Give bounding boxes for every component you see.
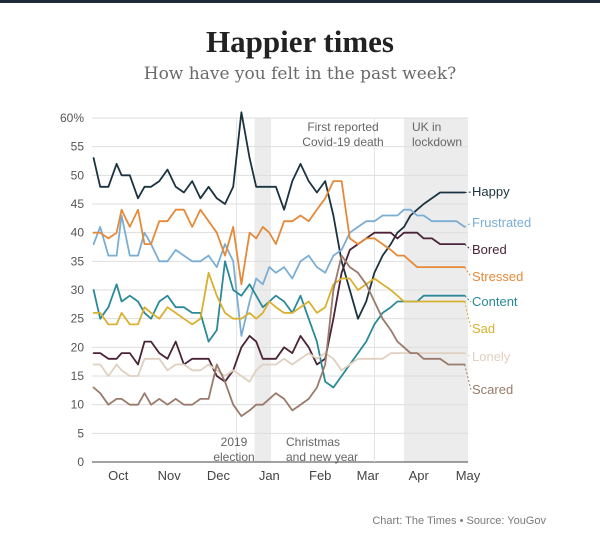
source-note: Chart: The Times • Source: YouGov bbox=[372, 515, 546, 527]
y-tick-label: 40 bbox=[71, 226, 85, 240]
legend-connector-stressed bbox=[464, 266, 472, 278]
series-line-happy bbox=[92, 111, 466, 320]
x-tick-label: Oct bbox=[108, 468, 129, 483]
legend-connector-lonely bbox=[464, 352, 472, 358]
annotation-labels: 2019 election Christmas and new year First r… bbox=[213, 120, 462, 464]
legend-label-stressed: Stressed bbox=[472, 269, 523, 284]
legend-label-bored: Bored bbox=[472, 242, 507, 257]
series-line-scared bbox=[92, 254, 466, 418]
y-tick-label: 45 bbox=[71, 197, 85, 211]
x-tick-label: Nov bbox=[158, 468, 182, 483]
x-tick-label: May bbox=[456, 468, 481, 483]
legend-connector-sad bbox=[464, 301, 472, 330]
top-rule bbox=[0, 0, 600, 3]
chart-title: Happier times bbox=[206, 24, 394, 59]
legend-label-scared: Scared bbox=[472, 382, 513, 397]
y-tick-label: 0 bbox=[77, 455, 84, 469]
x-tick-label: Feb bbox=[309, 468, 331, 483]
series-line-sad bbox=[92, 271, 466, 326]
y-tick-label: 15 bbox=[71, 369, 85, 383]
legend-connector-scared bbox=[464, 364, 472, 391]
x-tick-label: Apr bbox=[409, 468, 430, 483]
y-tick-label: 25 bbox=[71, 312, 85, 326]
annotation-label-3: UK in lockdown bbox=[412, 120, 462, 149]
legend-label-frustrated: Frustrated bbox=[472, 215, 531, 230]
annotation-label-2: First reported Covid-19 death bbox=[302, 120, 383, 149]
y-tick-label: 5 bbox=[77, 426, 84, 440]
y-tick-label: 50 bbox=[71, 168, 85, 182]
x-axis-ticks: Oct Nov Dec Jan Feb Mar Apr May bbox=[108, 468, 481, 483]
series-line-bored bbox=[92, 231, 466, 383]
y-tick-label: 35 bbox=[71, 254, 85, 268]
y-axis-ticks: 0 5 10 15 20 25 30 35 40 45 50 55 60% bbox=[60, 111, 84, 469]
x-tick-label: Jan bbox=[259, 468, 280, 483]
series-lines bbox=[92, 111, 466, 418]
legend-label-lonely: Lonely bbox=[472, 349, 511, 364]
x-tick-label: Dec bbox=[207, 468, 231, 483]
legend-label-content: Content bbox=[472, 294, 518, 309]
legend-connector-bored bbox=[464, 243, 472, 251]
legend-label-sad: Sad bbox=[472, 321, 495, 336]
y-tick-label: 30 bbox=[71, 283, 85, 297]
legend-label-happy: Happy bbox=[472, 184, 510, 199]
legend-connector-content bbox=[464, 295, 472, 303]
legend-connector-happy bbox=[464, 191, 472, 194]
y-tick-label: 60% bbox=[60, 111, 84, 125]
annotation-label-1: Christmas and new year bbox=[286, 435, 358, 464]
x-tick-label: Mar bbox=[357, 468, 380, 483]
series-line-lonely bbox=[92, 352, 466, 383]
series-line-stressed bbox=[92, 180, 466, 286]
legend-labels: Happy Frustrated Bored Stressed Content Sad Lo… bbox=[464, 184, 531, 397]
annotation-label-0: 2019 election bbox=[213, 435, 254, 464]
legend-connector-frustrated bbox=[464, 222, 472, 228]
y-tick-label: 20 bbox=[71, 340, 85, 354]
y-tick-label: 55 bbox=[71, 140, 85, 154]
y-tick-label: 10 bbox=[71, 398, 85, 412]
chart-subtitle: How have you felt in the past week? bbox=[143, 64, 457, 84]
